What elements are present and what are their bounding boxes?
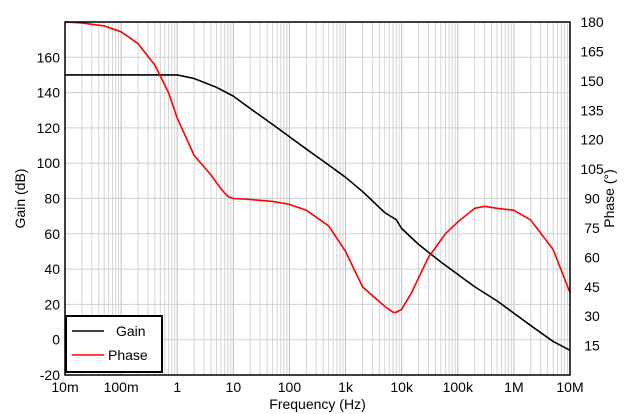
series-layer [64, 21, 571, 351]
y-left-tick-label: 140 [37, 85, 61, 101]
x-tick-label: 100 [278, 379, 302, 395]
y-right-tick-label: 90 [584, 191, 600, 207]
y-left-tick-label: -20 [40, 367, 60, 383]
y-left-tick-label: 0 [52, 332, 60, 348]
y-right-tick-label: 60 [584, 249, 600, 265]
x-tick-label: 10m [51, 379, 78, 395]
y-right-tick-label: 30 [584, 308, 600, 324]
y-right-tick-label: 120 [580, 132, 604, 148]
legend-box [65, 315, 163, 373]
legend-gain-label: Gain [116, 323, 146, 339]
legend-phase-label: Phase [108, 347, 148, 363]
y-right-tick-label: 45 [584, 279, 600, 295]
x-tick-label: 100k [443, 379, 474, 395]
x-tick-label: 1 [173, 379, 181, 395]
y-right-tick-label: 75 [584, 220, 600, 236]
y-right-tick-label: 180 [580, 14, 604, 30]
x-tick-label: 10k [390, 379, 414, 395]
y-left-tick-label: 160 [37, 49, 61, 65]
x-tick-label: 1M [504, 379, 523, 395]
tick-labels: 10m 100m 1 10 100 1k 10k 100k 1M 10M -20 0 20 40 60 80 1… [37, 14, 604, 395]
y-left-tick-label: 60 [44, 226, 60, 242]
x-axis-title: Frequency (Hz) [269, 396, 365, 412]
y-left-tick-label: 80 [44, 191, 60, 207]
series-gain-line [65, 74, 571, 351]
x-tick-label: 10 [226, 379, 242, 395]
y-right-tick-label: 150 [580, 73, 604, 89]
x-tick-label: 100m [104, 379, 139, 395]
plot-frame [64, 21, 571, 376]
series-phase-line [64, 21, 571, 314]
y-left-tick-label: 40 [44, 261, 60, 277]
x-tick-label: 1k [338, 379, 354, 395]
y-left-tick-label: 20 [44, 296, 60, 312]
legend: Gain Phase [65, 315, 163, 373]
x-tick-label: 10M [556, 379, 583, 395]
y-right-tick-label: 135 [580, 102, 604, 118]
y-left-tick-label: 120 [37, 120, 61, 136]
y-axis-left-title: Gain (dB) [12, 169, 28, 229]
y-right-tick-label: 105 [580, 161, 604, 177]
y-right-tick-label: 15 [584, 338, 600, 354]
y-right-tick-label: 165 [580, 43, 604, 59]
y-axis-right-title: Phase (°) [601, 169, 617, 228]
y-left-tick-label: 100 [37, 155, 61, 171]
grid [64, 22, 570, 376]
